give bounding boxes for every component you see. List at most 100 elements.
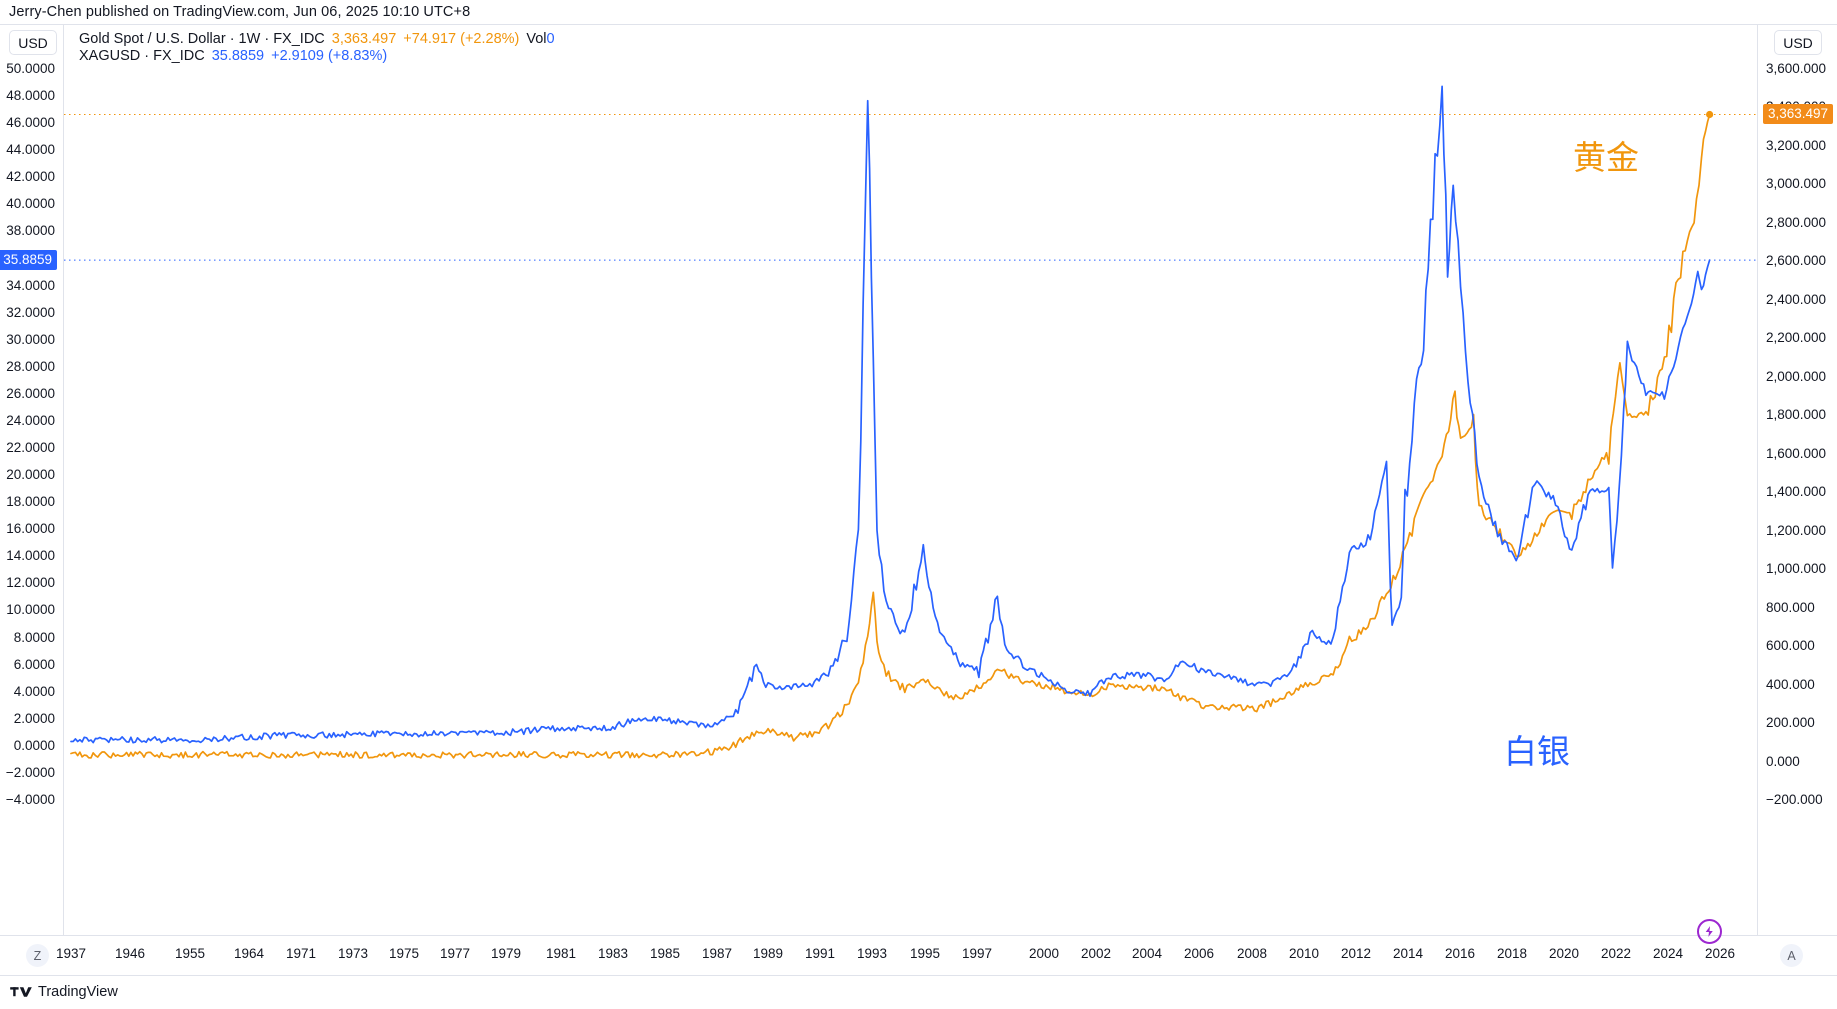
- time-axis-tick: 2010: [1288, 946, 1320, 961]
- legend-silver-symbol: XAGUSD · FX_IDC: [79, 48, 205, 64]
- legend-silver-last: 35.8859: [211, 48, 265, 64]
- right-price-axis[interactable]: USD 3,600.0003,400.0003,200.0003,000.000…: [1757, 25, 1837, 935]
- chart-pane[interactable]: 黄金 白银 USD Gold Spot / U.S. Dollar · 1W ·…: [0, 25, 1837, 935]
- left-axis-tick: 30.0000: [6, 331, 55, 347]
- bottom-bar: TradingView: [0, 975, 1837, 1009]
- time-axis-tick: 1975: [388, 946, 420, 961]
- left-price-axis[interactable]: USD 50.0000 48.0000 46.0000 44.0000 42.0000 4…: [0, 25, 64, 935]
- left-axis-tick: 48.0000: [6, 88, 55, 104]
- left-axis-tick: 38.0000: [6, 223, 55, 239]
- legend-gold-change: +74.917 (+2.28%): [403, 31, 520, 47]
- time-axis-tick: 1983: [597, 946, 629, 961]
- left-axis-tick: 24.0000: [6, 412, 55, 428]
- time-axis[interactable]: Z A 1937 1946 1955 1964 1971 1973 1975 1977 1979…: [0, 935, 1837, 975]
- time-axis-tick: 2008: [1236, 946, 1268, 961]
- left-axis-tick: 26.0000: [6, 385, 55, 401]
- left-axis-tick: 14.0000: [6, 548, 55, 564]
- time-axis-tick: 1985: [649, 946, 681, 961]
- right-axis-tick: 3,000.000: [1766, 176, 1827, 192]
- time-axis-tick: 1989: [752, 946, 784, 961]
- left-axis-tick: 34.0000: [6, 277, 55, 293]
- tradingview-logo[interactable]: TradingView: [10, 984, 118, 1000]
- right-axis-currency-chip[interactable]: USD: [1774, 30, 1822, 55]
- time-axis-tick: 1946: [114, 946, 146, 961]
- legend-gold-vol-label: Vol: [526, 31, 547, 47]
- time-axis-tick: 1937: [55, 946, 87, 961]
- time-axis-tick: 2014: [1392, 946, 1424, 961]
- time-axis-tick: 1979: [490, 946, 522, 961]
- time-axis-tick: 1955: [174, 946, 206, 961]
- left-axis-tick: 44.0000: [6, 142, 55, 158]
- left-axis-tick: 12.0000: [6, 575, 55, 591]
- left-axis-currency-chip[interactable]: USD: [9, 30, 57, 55]
- left-axis-current-price-tag[interactable]: 35.8859: [0, 250, 57, 271]
- legend-row-gold[interactable]: Gold Spot / U.S. Dollar · 1W · FX_IDC 3,3…: [79, 31, 555, 48]
- time-axis-tick: 1971: [285, 946, 317, 961]
- time-axis-tick: 1981: [545, 946, 577, 961]
- left-axis-tick: 0.0000: [13, 737, 55, 753]
- time-axis-tick: 1964: [233, 946, 265, 961]
- legend-gold-symbol: Gold Spot / U.S. Dollar · 1W · FX_IDC: [79, 31, 325, 47]
- lightning-bolt-icon[interactable]: [1697, 919, 1722, 944]
- right-axis-tick: 200.000: [1766, 715, 1815, 731]
- auto-scale-button[interactable]: A: [1780, 944, 1803, 967]
- left-axis-tick: 46.0000: [6, 115, 55, 131]
- time-axis-tick: 2024: [1652, 946, 1684, 961]
- time-axis-tick: 2006: [1183, 946, 1215, 961]
- time-axis-tick: 1997: [961, 946, 993, 961]
- time-axis-tick: 1993: [856, 946, 888, 961]
- silver-price-line: [70, 85, 1711, 744]
- time-axis-tick: 2018: [1496, 946, 1528, 961]
- time-axis-tick: 2016: [1444, 946, 1476, 961]
- left-axis-tick: 50.0000: [6, 61, 55, 76]
- time-axis-tick: 2022: [1600, 946, 1632, 961]
- right-axis-tick: 400.000: [1766, 676, 1815, 692]
- chart-legend: USD Gold Spot / U.S. Dollar · 1W · FX_ID…: [9, 30, 555, 65]
- zoom-out-icon[interactable]: Z: [26, 944, 49, 967]
- time-axis-tick: 1991: [804, 946, 836, 961]
- left-axis-tick: 32.0000: [6, 304, 55, 320]
- time-axis-tick: 1973: [337, 946, 369, 961]
- right-axis-tick: −200.000: [1766, 792, 1823, 807]
- left-axis-tick: 42.0000: [6, 169, 55, 185]
- left-axis-tick: 28.0000: [6, 358, 55, 374]
- time-axis-tick: 2012: [1340, 946, 1372, 961]
- left-axis-tick: 10.0000: [6, 602, 55, 618]
- left-axis-tick: 8.0000: [13, 629, 55, 645]
- left-axis-tick: 22.0000: [6, 440, 55, 456]
- legend-row-silver[interactable]: XAGUSD · FX_IDC 35.8859 +2.9109 (+8.83%): [79, 48, 555, 65]
- left-axis-tick: 2.0000: [13, 710, 55, 726]
- right-axis-tick: 2,800.000: [1766, 214, 1827, 230]
- right-axis-tick: 800.000: [1766, 599, 1815, 615]
- right-axis-tick: 2,400.000: [1766, 291, 1827, 307]
- time-axis-tick: 2002: [1080, 946, 1112, 961]
- right-axis-current-price-tag[interactable]: 3,363.497: [1763, 104, 1834, 125]
- time-axis-tick: 1977: [439, 946, 471, 961]
- plot-area[interactable]: [64, 25, 1757, 935]
- time-axis-tick: 2020: [1548, 946, 1580, 961]
- left-axis-tick: −2.0000: [5, 764, 55, 780]
- left-axis-tick: 40.0000: [6, 196, 55, 212]
- right-axis-tick: 1,600.000: [1766, 445, 1827, 461]
- left-axis-tick: 6.0000: [13, 656, 55, 672]
- right-axis-tick: 1,000.000: [1766, 561, 1827, 577]
- left-axis-tick: 20.0000: [6, 467, 55, 483]
- legend-gold-vol-value: 0: [546, 31, 555, 47]
- time-axis-tick: 2000: [1028, 946, 1060, 961]
- time-axis-tick: 2004: [1131, 946, 1163, 961]
- publisher-bar: Jerry-Chen published on TradingView.com,…: [0, 0, 1837, 25]
- right-axis-tick: 600.000: [1766, 638, 1815, 654]
- annotation-gold: 黄金: [1573, 139, 1639, 176]
- right-axis-tick: 3,200.000: [1766, 137, 1827, 153]
- right-axis-tick: 2,600.000: [1766, 253, 1827, 269]
- legend-gold-last: 3,363.497: [331, 31, 397, 47]
- right-axis-tick: 2,000.000: [1766, 368, 1827, 384]
- time-axis-tick: 2026: [1704, 946, 1736, 961]
- right-axis-tick: 1,800.000: [1766, 407, 1827, 423]
- legend-silver-change: +2.9109 (+8.83%): [271, 48, 388, 64]
- left-axis-tick: 16.0000: [6, 521, 55, 537]
- gold-last-price-dot: [1706, 110, 1714, 119]
- time-axis-tick: 1995: [909, 946, 941, 961]
- annotation-silver: 白银: [1504, 733, 1570, 770]
